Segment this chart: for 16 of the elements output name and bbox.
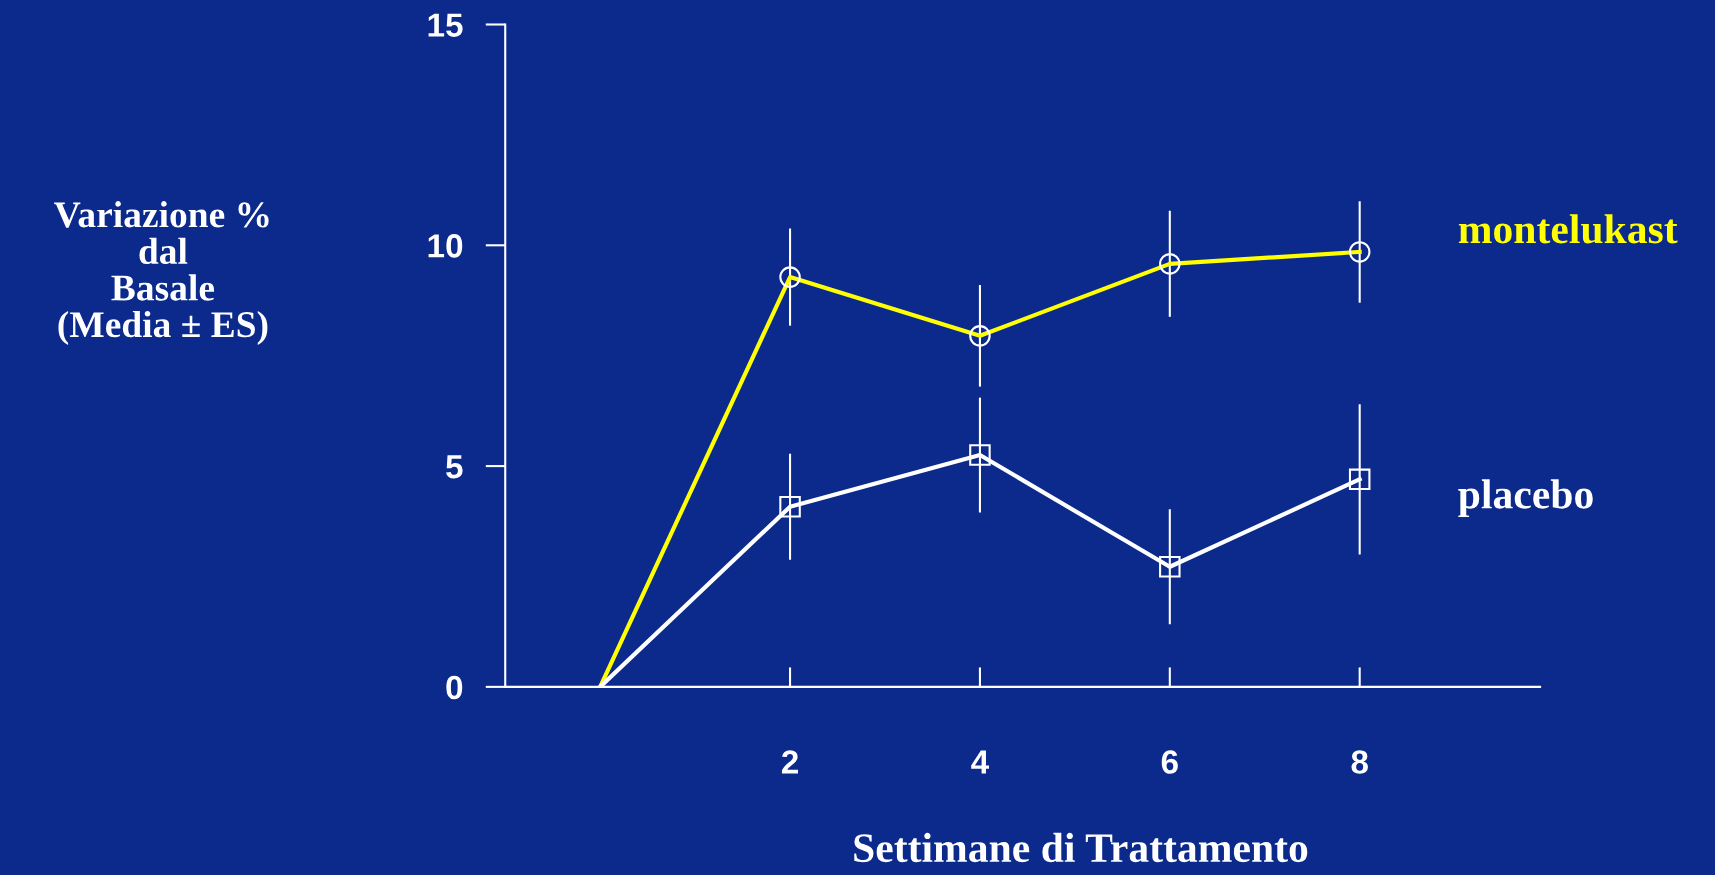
- x-axis-title: Settimane di Trattamento: [854, 832, 1308, 863]
- point: [779, 495, 801, 518]
- y-tick-label: 5: [446, 455, 463, 479]
- y-tick-label: 15: [428, 13, 463, 37]
- x-tick-label: 4: [971, 750, 990, 774]
- y-axis-title: Variazione % dal Basale (Media ± ES): [54, 201, 269, 345]
- text: montelukast: [1458, 214, 1678, 244]
- text: placebo: [1458, 479, 1593, 518]
- x-tick-label: 8: [1351, 750, 1368, 774]
- x-tick-label: 6: [1161, 750, 1178, 774]
- point: [1348, 468, 1371, 491]
- point: [969, 444, 991, 466]
- y-tick-label: 0: [446, 675, 463, 700]
- point: [1159, 556, 1181, 578]
- x-tick-label: 2: [781, 750, 798, 774]
- y-tick-label: 10: [428, 234, 463, 258]
